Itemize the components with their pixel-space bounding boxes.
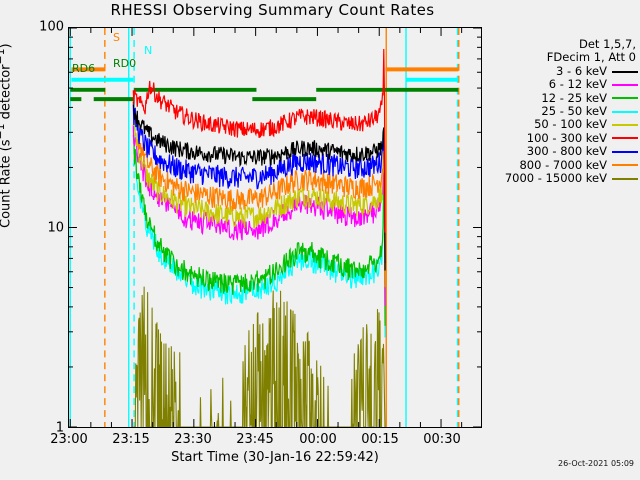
series-line-5	[132, 48, 386, 233]
series-line-7	[132, 107, 386, 288]
legend-header-det: Det 1,5,7,	[578, 37, 636, 51]
legend-swatch	[612, 164, 638, 167]
legend-swatch	[612, 137, 638, 140]
x-tick-label-6: 00:30	[423, 432, 461, 447]
legend-label: 7000 - 15000 keV	[504, 170, 607, 185]
legend-item-4: 50 - 100 keV	[486, 117, 638, 132]
plot-area	[68, 27, 482, 428]
legend-item-0: 3 - 6 keV	[486, 63, 638, 78]
legend-header-fdecim: FDecim 1, Att 0	[546, 50, 636, 65]
legend: Det 1,5,7, FDecim 1, Att 0 3 - 6 keV 6 - …	[486, 37, 638, 185]
y-tick-label-10: 10	[47, 220, 64, 235]
y-axis-title: Count Rate (s−1 detector−1)	[0, 43, 14, 228]
x-tick-label-4: 00:00	[299, 432, 337, 447]
legend-label: 300 - 800 keV	[526, 144, 607, 159]
legend-swatch	[612, 97, 638, 100]
plot-markers-layer	[69, 28, 460, 427]
series-line-6	[132, 104, 386, 264]
legend-label: 800 - 7000 keV	[519, 157, 607, 172]
legend-item-6: 300 - 800 keV	[486, 144, 638, 159]
y-tick-label-100: 100	[39, 19, 64, 35]
series-line-2	[132, 134, 386, 326]
legend-swatch	[612, 83, 638, 86]
x-tick-label-5: 00:15	[361, 432, 399, 447]
x-tick-label-0: 23:00	[50, 432, 88, 447]
s-marker-label: S	[113, 31, 120, 44]
x-tick-label-3: 23:45	[236, 432, 274, 447]
legend-swatch	[612, 177, 638, 180]
legend-label: 3 - 6 keV	[556, 63, 607, 78]
page-title: RHESSI Observing Summary Count Rates	[110, 1, 435, 19]
legend-swatch	[612, 124, 638, 127]
x-tick-label-1: 23:15	[112, 432, 150, 447]
plot-ticks-layer	[69, 28, 481, 427]
legend-swatch	[612, 70, 638, 73]
legend-item-3: 25 - 50 keV	[486, 103, 638, 118]
legend-swatch	[612, 110, 638, 113]
render-timestamp: 26-Oct-2021 05:09	[558, 459, 634, 468]
legend-label: 12 - 25 keV	[541, 90, 607, 105]
legend-label: 50 - 100 keV	[534, 117, 607, 132]
x-tick-label-2: 23:30	[174, 432, 212, 447]
legend-label: 100 - 300 keV	[526, 130, 607, 145]
series-line-0	[132, 101, 386, 271]
plot-series-layer	[132, 48, 386, 427]
rd0-marker-label: RD0	[113, 57, 137, 70]
legend-item-8: 7000 - 15000 keV	[486, 170, 638, 185]
y-tick-label-1: 1	[55, 420, 64, 436]
rd6-marker-label: RD6	[72, 62, 96, 75]
series-line-8	[133, 286, 386, 427]
series-line-1	[132, 125, 386, 306]
legend-item-1: 6 - 12 keV	[486, 77, 638, 92]
legend-item-7: 800 - 7000 keV	[486, 157, 638, 172]
series-line-4	[132, 116, 386, 277]
legend-item-2: 12 - 25 keV	[486, 90, 638, 105]
legend-swatch	[612, 150, 638, 153]
legend-label: 6 - 12 keV	[548, 77, 607, 92]
x-axis-title: Start Time (30-Jan-16 22:59:42)	[171, 450, 379, 465]
n-marker-label: N	[144, 44, 153, 57]
legend-item-5: 100 - 300 keV	[486, 130, 638, 145]
legend-label: 25 - 50 keV	[541, 103, 607, 118]
